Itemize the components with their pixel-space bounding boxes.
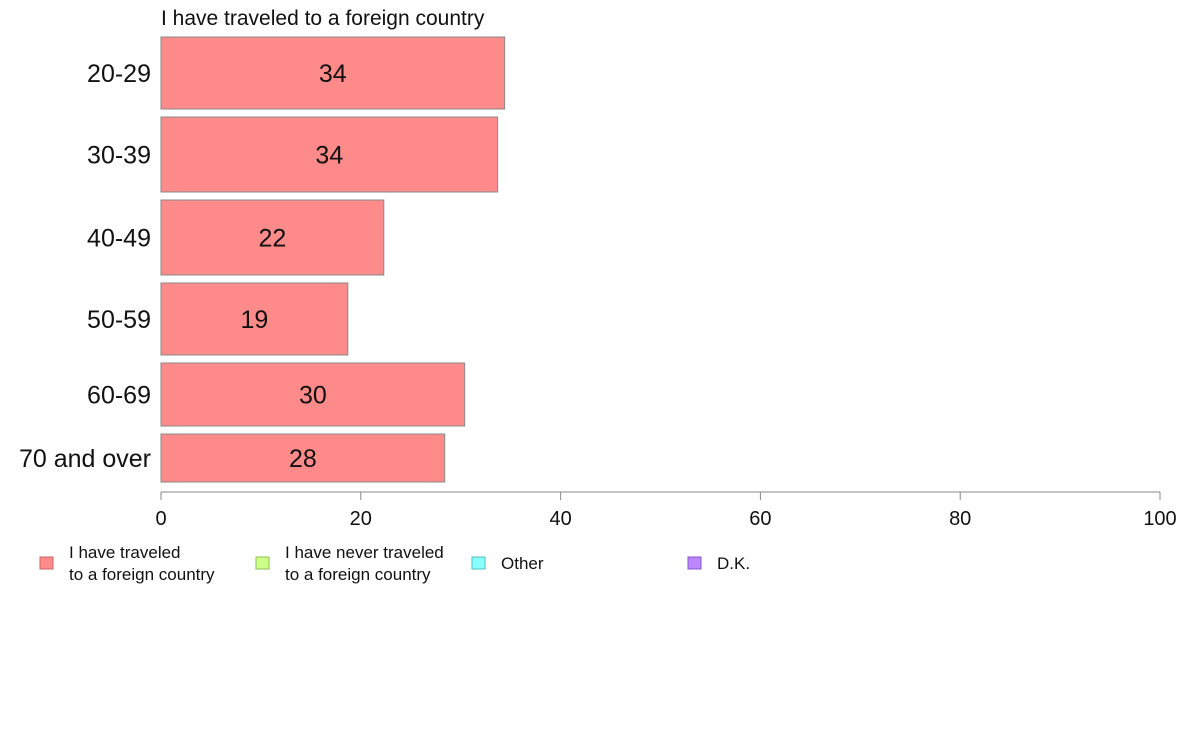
legend-label: Other — [501, 554, 544, 573]
bar-30-39 — [160, 116, 499, 193]
bar-value-label: 30 — [299, 382, 327, 410]
legend-item: Other — [471, 554, 544, 573]
x-tick-label: 60 — [749, 508, 771, 530]
bar-value-label: 22 — [258, 225, 286, 253]
legend-label: I have traveled — [69, 543, 181, 562]
bars-group: 34 34 22 19 30 28 — [160, 36, 506, 483]
legend-swatch — [255, 556, 270, 570]
category-labels: 20-29 30-39 40-49 50-59 60-69 70 and over — [19, 60, 151, 473]
category-label: 70 and over — [19, 445, 151, 473]
legend-item: D.K. — [687, 554, 750, 573]
x-tick-label: 20 — [350, 508, 372, 530]
legend-label: D.K. — [717, 554, 750, 573]
chart-title: I have traveled to a foreign country — [161, 7, 485, 30]
bar-50-59 — [160, 282, 349, 356]
legend-item: I have traveled to a foreign country — [39, 543, 215, 584]
legend-swatch — [687, 556, 702, 570]
category-label: 60-69 — [87, 382, 151, 410]
bar-40-49 — [160, 199, 385, 276]
legend-label: to a foreign country — [69, 565, 215, 584]
x-tick-label: 80 — [949, 508, 971, 530]
legend-label: I have never traveled — [285, 543, 444, 562]
bar-60-69 — [160, 362, 466, 427]
category-label: 50-59 — [87, 306, 151, 334]
legend-label: to a foreign country — [285, 565, 431, 584]
x-tick-label: 40 — [549, 508, 571, 530]
category-label: 30-39 — [87, 142, 151, 170]
x-tick-label: 0 — [155, 508, 166, 530]
bar-20-29 — [160, 36, 506, 110]
legend-swatch — [39, 556, 54, 570]
bar-value-label: 19 — [241, 306, 269, 334]
legend-item: I have never traveled to a foreign countr… — [255, 543, 444, 584]
category-label: 20-29 — [87, 60, 151, 88]
x-axis: 0 20 40 60 80 100 — [155, 491, 1177, 530]
bar-value-label: 34 — [319, 60, 347, 88]
bar-value-label: 28 — [289, 445, 317, 473]
category-label: 40-49 — [87, 225, 151, 253]
x-tick-label: 100 — [1143, 508, 1176, 530]
bar-value-label: 34 — [315, 142, 343, 170]
legend-swatch — [471, 556, 486, 570]
bar-70-and-over — [160, 433, 446, 483]
